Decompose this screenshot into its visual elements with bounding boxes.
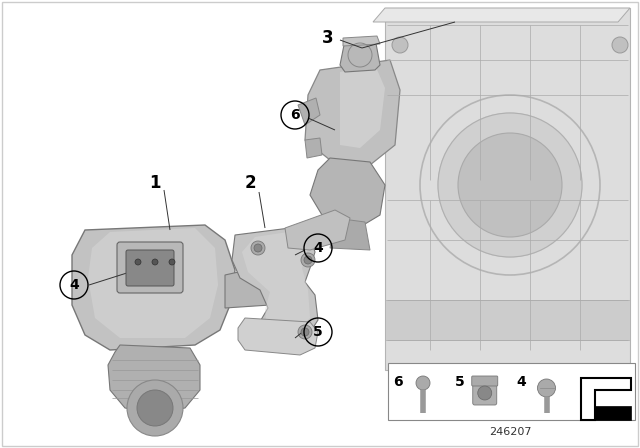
Circle shape bbox=[135, 259, 141, 265]
Circle shape bbox=[304, 256, 312, 264]
Polygon shape bbox=[72, 225, 235, 350]
Circle shape bbox=[301, 253, 315, 267]
Circle shape bbox=[438, 113, 582, 257]
Circle shape bbox=[458, 133, 562, 237]
Text: 4: 4 bbox=[516, 375, 526, 389]
Circle shape bbox=[392, 37, 408, 53]
Text: 1: 1 bbox=[149, 174, 161, 192]
Text: 246207: 246207 bbox=[489, 427, 531, 437]
Text: 3: 3 bbox=[322, 29, 334, 47]
Text: 5: 5 bbox=[455, 375, 465, 389]
Text: 6: 6 bbox=[290, 108, 300, 122]
Polygon shape bbox=[88, 228, 218, 338]
Polygon shape bbox=[385, 8, 630, 370]
Polygon shape bbox=[330, 218, 370, 250]
Circle shape bbox=[169, 259, 175, 265]
Polygon shape bbox=[310, 158, 385, 230]
Polygon shape bbox=[581, 378, 631, 420]
FancyBboxPatch shape bbox=[117, 242, 183, 293]
Polygon shape bbox=[238, 318, 318, 355]
FancyBboxPatch shape bbox=[388, 363, 635, 420]
Circle shape bbox=[298, 325, 312, 339]
Text: 2: 2 bbox=[244, 174, 256, 192]
Polygon shape bbox=[340, 65, 385, 148]
Polygon shape bbox=[225, 265, 280, 308]
Polygon shape bbox=[242, 231, 310, 338]
Polygon shape bbox=[232, 228, 318, 348]
Polygon shape bbox=[108, 345, 200, 413]
Polygon shape bbox=[298, 98, 320, 125]
Circle shape bbox=[612, 322, 628, 338]
Polygon shape bbox=[595, 406, 631, 420]
Polygon shape bbox=[305, 138, 322, 158]
Text: 5: 5 bbox=[313, 325, 323, 339]
Circle shape bbox=[301, 328, 309, 336]
Circle shape bbox=[416, 376, 430, 390]
Circle shape bbox=[251, 241, 265, 255]
Polygon shape bbox=[340, 38, 380, 72]
Circle shape bbox=[612, 37, 628, 53]
Polygon shape bbox=[450, 365, 580, 410]
Polygon shape bbox=[385, 300, 630, 340]
Polygon shape bbox=[285, 210, 350, 250]
Text: 4: 4 bbox=[69, 278, 79, 292]
FancyBboxPatch shape bbox=[126, 250, 174, 286]
FancyBboxPatch shape bbox=[473, 379, 497, 405]
Circle shape bbox=[477, 386, 492, 400]
Polygon shape bbox=[373, 8, 630, 22]
Circle shape bbox=[538, 379, 556, 397]
Circle shape bbox=[127, 380, 183, 436]
Text: 4: 4 bbox=[313, 241, 323, 255]
Circle shape bbox=[152, 259, 158, 265]
FancyBboxPatch shape bbox=[472, 376, 498, 386]
Circle shape bbox=[392, 322, 408, 338]
Text: 6: 6 bbox=[393, 375, 403, 389]
Polygon shape bbox=[343, 36, 380, 46]
Circle shape bbox=[254, 244, 262, 252]
Polygon shape bbox=[305, 60, 400, 165]
Circle shape bbox=[137, 390, 173, 426]
